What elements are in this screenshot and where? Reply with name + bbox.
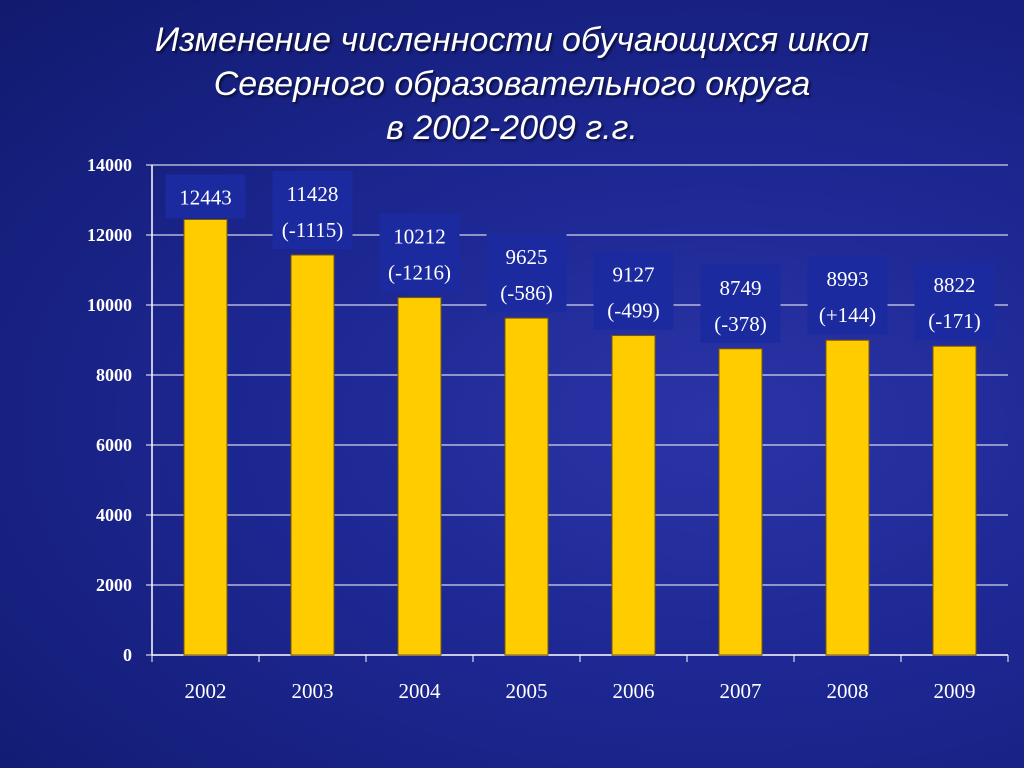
x-tick-label: 2009 <box>934 679 976 703</box>
bar-2008 <box>825 339 870 656</box>
data-label-box <box>914 262 995 341</box>
title-line-1: Изменение численности обучающихся школ <box>154 21 870 59</box>
data-label-change: (-171) <box>928 309 980 333</box>
data-label-box <box>165 174 246 219</box>
data-label-box <box>486 234 567 313</box>
y-tick-label: 14000 <box>87 155 132 175</box>
data-label-box <box>379 213 460 292</box>
x-tick-label: 2007 <box>720 679 762 703</box>
y-tick-label: 10000 <box>87 295 132 315</box>
data-label-change: (-586) <box>500 281 552 305</box>
x-tick-label: 2003 <box>292 679 334 703</box>
bar-layer <box>183 218 977 656</box>
title-line-2: Северного образовательного округа <box>213 65 811 103</box>
bar-2004 <box>397 297 442 656</box>
bar-2007 <box>718 348 763 656</box>
data-label-box <box>807 256 888 335</box>
y-tick-label: 4000 <box>96 505 132 525</box>
x-tick-label: 2002 <box>185 679 227 703</box>
data-label-change: (+144) <box>819 303 876 327</box>
x-tick-label: 2008 <box>827 679 869 703</box>
data-label-value: 10212 <box>393 225 446 249</box>
bar-2003 <box>290 254 335 656</box>
data-label-change: (-1216) <box>388 261 451 285</box>
data-label-change: (-378) <box>714 312 766 336</box>
data-label-value: 12443 <box>179 185 232 209</box>
y-tick-label: 0 <box>123 645 132 665</box>
bar-2002 <box>183 218 228 656</box>
x-tick-label: 2004 <box>399 679 442 703</box>
data-label-change: (-1115) <box>282 218 343 242</box>
bar-2006 <box>611 335 656 656</box>
data-label-box <box>593 251 674 330</box>
title-line-3: в 2002-2009 г.г. <box>386 109 638 147</box>
bar-2009 <box>932 345 977 656</box>
data-label-value: 9625 <box>506 245 548 269</box>
y-tick-label: 2000 <box>96 575 132 595</box>
data-label-value: 8993 <box>827 267 869 291</box>
x-tick-label: 2006 <box>613 679 655 703</box>
data-label-value: 9127 <box>613 263 655 287</box>
x-tick-label: 2005 <box>506 679 548 703</box>
data-label-box <box>700 264 781 343</box>
y-tick-label: 6000 <box>96 435 132 455</box>
data-label-value: 8822 <box>934 273 976 297</box>
y-tick-label: 12000 <box>87 225 132 245</box>
data-label-value: 11428 <box>287 182 339 206</box>
chart-title: Изменение численности обучающихся школ С… <box>0 18 1024 150</box>
bar-2005 <box>504 317 549 656</box>
data-label-change: (-499) <box>607 299 659 323</box>
data-label-layer: 12443 11428 (-1115) 10212 (-1216) 9625 (-586) 9… <box>165 171 995 343</box>
data-label-box <box>272 171 353 250</box>
data-label-value: 8749 <box>720 276 762 300</box>
y-tick-label: 8000 <box>96 365 132 385</box>
